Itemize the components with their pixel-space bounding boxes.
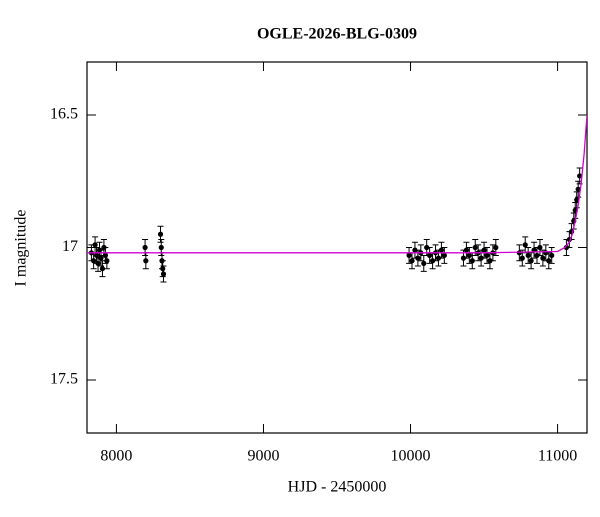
x-tick-label: 8000 (100, 448, 132, 465)
data-point (528, 258, 534, 264)
data-point (537, 244, 543, 251)
plot-area (87, 114, 587, 283)
x-tick-label: 9000 (247, 448, 279, 465)
data-point (421, 260, 427, 266)
y-tick-label: 16.5 (50, 106, 78, 123)
data-point (574, 197, 580, 203)
data-point (160, 266, 166, 272)
data-point (472, 244, 478, 251)
data-point (466, 252, 472, 259)
data-point (143, 258, 149, 264)
data-point (549, 252, 555, 259)
data-point (522, 242, 528, 248)
data-point (438, 247, 445, 253)
data-point (409, 258, 415, 264)
data-point (493, 244, 499, 251)
model-curve (87, 114, 587, 254)
y-axis-title: I magnitude (13, 210, 30, 287)
data-point (577, 173, 583, 179)
data-point (441, 252, 447, 259)
data-point (406, 252, 412, 259)
data-point (92, 242, 98, 248)
data-point (519, 255, 525, 261)
data-point (415, 255, 421, 261)
data-point (95, 260, 101, 266)
x-tick-label: 10000 (391, 448, 431, 465)
data-point (104, 258, 110, 264)
data-point (463, 247, 470, 253)
data-point (525, 252, 531, 259)
data-point (484, 252, 490, 259)
data-point (546, 258, 552, 264)
data-point (427, 252, 433, 259)
data-point (99, 266, 106, 272)
x-axis-title: HJD - 2450000 (288, 479, 387, 496)
data-point (157, 231, 164, 237)
chart-title: OGLE-2026-BLG-0309 (257, 26, 417, 43)
data-point (142, 244, 148, 251)
data-point (540, 255, 546, 261)
data-point (91, 258, 97, 264)
data-point (469, 258, 475, 264)
y-tick-label: 17.5 (50, 371, 78, 388)
x-tick-label: 11000 (538, 448, 577, 465)
data-point (158, 244, 164, 251)
data-point (160, 271, 167, 277)
data-point (98, 255, 104, 261)
data-point (575, 186, 581, 192)
y-tick-label: 17 (62, 238, 78, 255)
data-point (481, 247, 487, 253)
